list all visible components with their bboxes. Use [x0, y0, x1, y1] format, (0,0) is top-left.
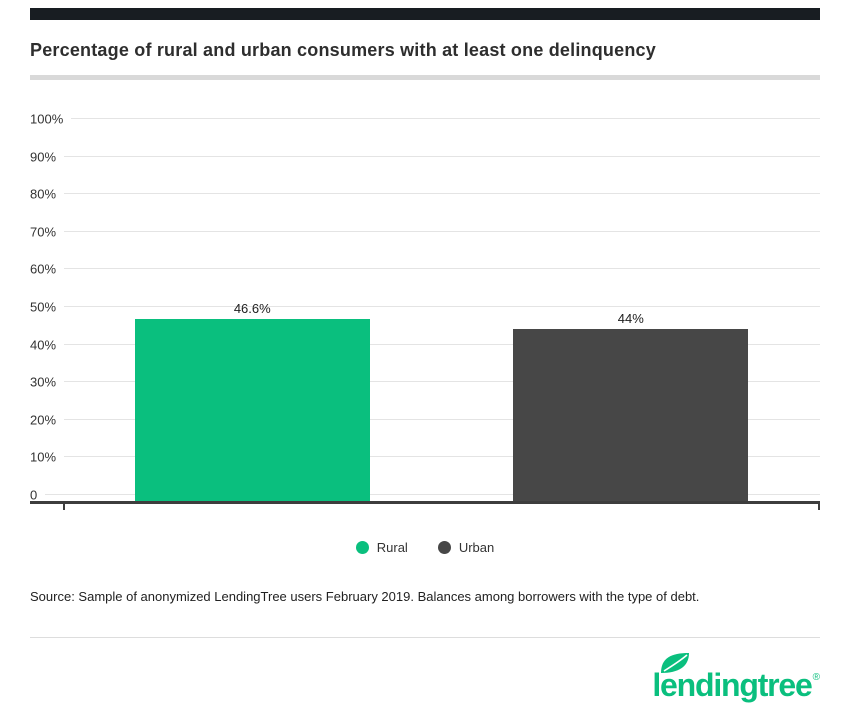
gridline: 30% [30, 373, 820, 391]
y-tick-label: 20% [30, 411, 65, 429]
gridline: 70% [30, 223, 820, 241]
leaf-icon [661, 653, 690, 673]
lendingtree-logo: lendingtree® [652, 650, 820, 701]
y-tick-label: 50% [30, 298, 65, 316]
legend-item-rural: Rural [355, 540, 408, 555]
y-tick-label: 70% [30, 223, 65, 241]
y-tick-label: 40% [30, 336, 65, 354]
registered-mark: ® [812, 672, 820, 683]
gridline: 60% [30, 260, 820, 278]
chart-card: Percentage of rural and urban consumers … [0, 8, 850, 701]
footer: lendingtree® [30, 650, 820, 701]
top-accent-bar [30, 8, 820, 20]
gridline: 40% [30, 336, 820, 354]
gridline: 90% [30, 148, 820, 166]
bar-value-label: 46.6% [233, 300, 271, 316]
y-tick-label: 100% [30, 110, 72, 128]
x-axis-line [30, 501, 820, 510]
bar-rural [134, 318, 370, 504]
chart-bars: 46.6% 44% [63, 118, 820, 504]
y-tick-label: 10% [30, 448, 65, 466]
x-axis-tick-left [63, 504, 65, 510]
chart-legend: Rural Urban [30, 540, 820, 555]
logo-wordmark: lendingtree [652, 667, 812, 703]
bar-urban [513, 328, 749, 504]
legend-label: Rural [376, 540, 408, 555]
gridline: 100% [30, 110, 820, 128]
y-tick-label: 30% [30, 373, 65, 391]
title-divider [30, 75, 820, 80]
bar-slot-rural: 46.6% [63, 118, 442, 504]
bar-chart: 100% 90% 80% 70% 60% 50% 40% 30% 20% 10% 0 46.6% 44… [30, 110, 820, 510]
y-tick-label: 90% [30, 148, 65, 166]
bar-value-label: 44% [617, 310, 644, 326]
legend-item-urban: Urban [437, 540, 495, 555]
y-tick-label: 60% [30, 260, 65, 278]
x-axis-tick-right [818, 504, 820, 510]
source-note: Source: Sample of anonymized LendingTree… [30, 589, 700, 604]
gridline: 0 [30, 486, 820, 504]
legend-label: Urban [458, 540, 495, 555]
bar-slot-urban: 44% [442, 118, 821, 504]
legend-dot [437, 541, 451, 554]
chart-title: Percentage of rural and urban consumers … [30, 40, 656, 60]
gridline: 80% [30, 185, 820, 203]
footer-divider [30, 637, 820, 638]
gridline: 50% [30, 298, 820, 316]
y-tick-label: 0 [30, 486, 46, 504]
y-tick-label: 80% [30, 185, 65, 203]
gridline: 20% [30, 411, 820, 429]
legend-dot [355, 541, 369, 554]
gridline: 10% [30, 448, 820, 466]
